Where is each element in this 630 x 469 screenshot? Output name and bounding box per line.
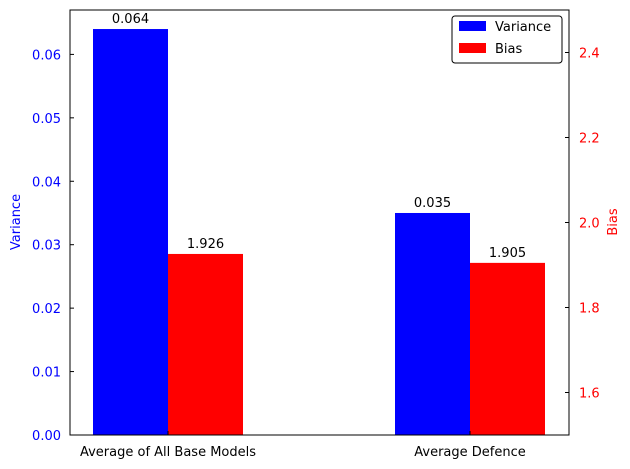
bar-variance-1 xyxy=(93,29,168,436)
left-y-axis: 0.00 0.01 0.02 0.03 0.04 0.05 0.06 xyxy=(32,48,74,444)
right-tick-label: 1.6 xyxy=(579,387,600,402)
data-label-bias-1: 1.926 xyxy=(187,237,224,252)
right-y-axis: 1.6 1.8 2.0 2.2 2.4 xyxy=(565,47,600,402)
left-tick-label: 0.00 xyxy=(32,429,61,444)
left-tick-label: 0.03 xyxy=(32,239,61,254)
right-tick-label: 1.8 xyxy=(579,302,600,317)
legend-swatch-variance xyxy=(459,21,486,31)
legend-swatch-bias xyxy=(459,43,486,53)
right-tick-label: 2.2 xyxy=(579,132,600,147)
left-axis-title: Variance xyxy=(9,194,24,250)
legend-label-variance: Variance xyxy=(495,20,551,35)
x-tick-label: Average of All Base Models xyxy=(80,445,256,460)
legend-label-bias: Bias xyxy=(495,42,522,57)
left-tick-label: 0.06 xyxy=(32,48,61,63)
x-axis: Average of All Base Models Average Defenc… xyxy=(80,431,526,460)
right-axis-title: Bias xyxy=(606,208,621,235)
bar-variance-2 xyxy=(395,212,470,435)
data-label-variance-1: 0.064 xyxy=(112,12,149,27)
data-labels-layer: 0.064 1.926 0.035 1.905 xyxy=(112,12,526,261)
bars-layer xyxy=(93,29,545,436)
left-tick-label: 0.01 xyxy=(32,366,61,381)
bar-bias-2 xyxy=(470,262,545,435)
legend: Variance Bias xyxy=(451,15,563,64)
data-label-bias-2: 1.905 xyxy=(489,246,526,261)
right-tick-label: 2.0 xyxy=(579,217,600,232)
x-tick-label: Average Defence xyxy=(414,445,525,460)
bar-bias-1 xyxy=(168,253,243,435)
right-tick-label: 2.4 xyxy=(579,47,600,62)
left-tick-label: 0.04 xyxy=(32,175,61,190)
left-tick-label: 0.02 xyxy=(32,302,61,317)
left-tick-label: 0.05 xyxy=(32,112,61,127)
data-label-variance-2: 0.035 xyxy=(414,196,451,211)
